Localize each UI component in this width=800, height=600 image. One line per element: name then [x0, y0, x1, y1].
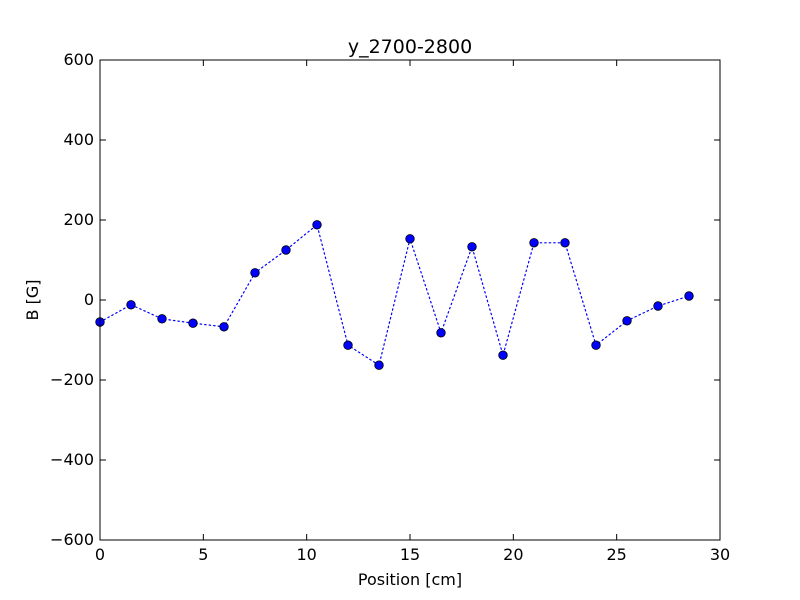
data-point [591, 340, 601, 350]
data-point [343, 340, 353, 350]
data-point [250, 268, 260, 278]
data-point [436, 328, 446, 338]
data-point [219, 322, 229, 332]
x-tick-label: 5 [198, 545, 208, 564]
x-tick-label: 30 [710, 545, 730, 564]
data-point [281, 245, 291, 255]
x-tick-label: 20 [503, 545, 523, 564]
x-tick-label: 25 [606, 545, 626, 564]
data-point [622, 316, 632, 326]
y-tick-label: −400 [50, 450, 94, 469]
y-tick-label: 0 [84, 290, 94, 309]
series-layer [95, 220, 694, 370]
y-tick-label: −200 [50, 370, 94, 389]
plot-frame [99, 59, 721, 541]
y-tick-label: 200 [63, 210, 94, 229]
x-tick-label: 15 [400, 545, 420, 564]
data-point [529, 238, 539, 248]
x-axis-title: Position [cm] [358, 570, 462, 589]
data-point [126, 300, 136, 310]
data-point [560, 238, 570, 248]
y-axis-title: B [G] [23, 280, 42, 321]
axis-tick-labels: 0 5 10 15 20 25 30 −600 −400 −200 0 200 400 600 [50, 50, 730, 564]
data-point [498, 350, 508, 360]
data-point [684, 291, 694, 301]
data-point [188, 318, 198, 328]
x-tick-label: 10 [296, 545, 316, 564]
data-point [405, 234, 415, 244]
series-line [99, 223, 690, 367]
chart-title: y_2700-2800 [348, 36, 472, 58]
data-point [653, 301, 663, 311]
data-point [157, 314, 167, 324]
data-point [374, 360, 384, 370]
x-tick-label: 0 [95, 545, 105, 564]
y-tick-label: 400 [63, 130, 94, 149]
data-point [312, 220, 322, 230]
plot-area [100, 60, 720, 540]
y-tick-label: −600 [50, 530, 94, 549]
data-point [467, 242, 477, 252]
y-tick-label: 600 [63, 50, 94, 69]
